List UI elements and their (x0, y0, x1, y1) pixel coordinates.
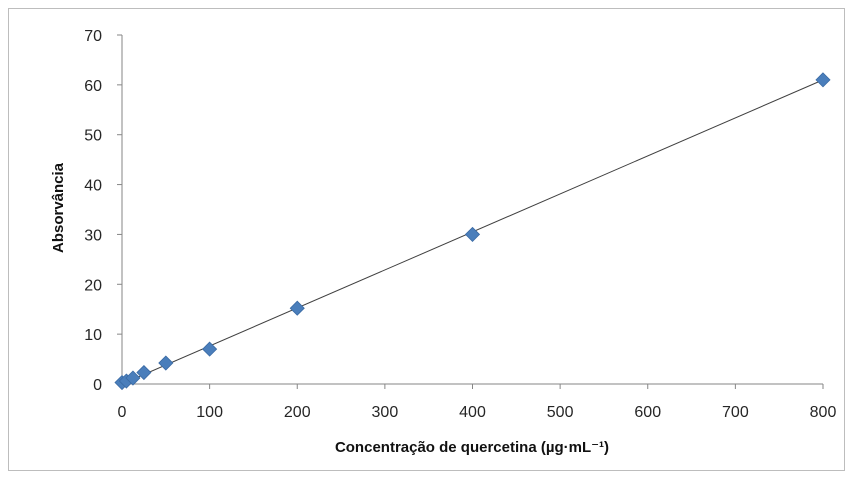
x-tick-label: 400 (459, 404, 486, 421)
data-point (136, 364, 152, 381)
x-axis-title: Concentração de quercetina (µg·mL⁻¹) (335, 439, 609, 456)
data-point (464, 226, 481, 242)
x-tick-label: 100 (196, 404, 223, 421)
x-tick-label: 300 (372, 404, 399, 421)
y-axis-title: Absorvância (50, 162, 67, 253)
data-point (125, 370, 141, 386)
data-point (289, 300, 305, 316)
y-tick-label: 60 (84, 78, 102, 95)
axes (117, 34, 824, 389)
x-tick-label: 800 (810, 404, 837, 421)
x-tick-label: 200 (284, 404, 311, 421)
x-tick-label: 500 (547, 404, 574, 421)
data-points (114, 72, 831, 391)
chart-frame (8, 8, 845, 471)
y-tick-label: 10 (84, 327, 102, 344)
y-tick-label: 70 (84, 28, 102, 45)
data-point (815, 72, 831, 88)
data-point (158, 355, 174, 371)
y-tick-label: 40 (84, 178, 102, 195)
x-tick-label: 700 (722, 404, 749, 421)
x-tick-label: 600 (634, 404, 661, 421)
y-tick-label: 20 (84, 277, 102, 294)
y-tick-label: 30 (84, 227, 102, 244)
data-point (202, 341, 218, 357)
y-tick-label: 0 (93, 377, 102, 394)
y-tick-label: 50 (84, 128, 102, 145)
x-tick-label: 0 (118, 404, 127, 421)
